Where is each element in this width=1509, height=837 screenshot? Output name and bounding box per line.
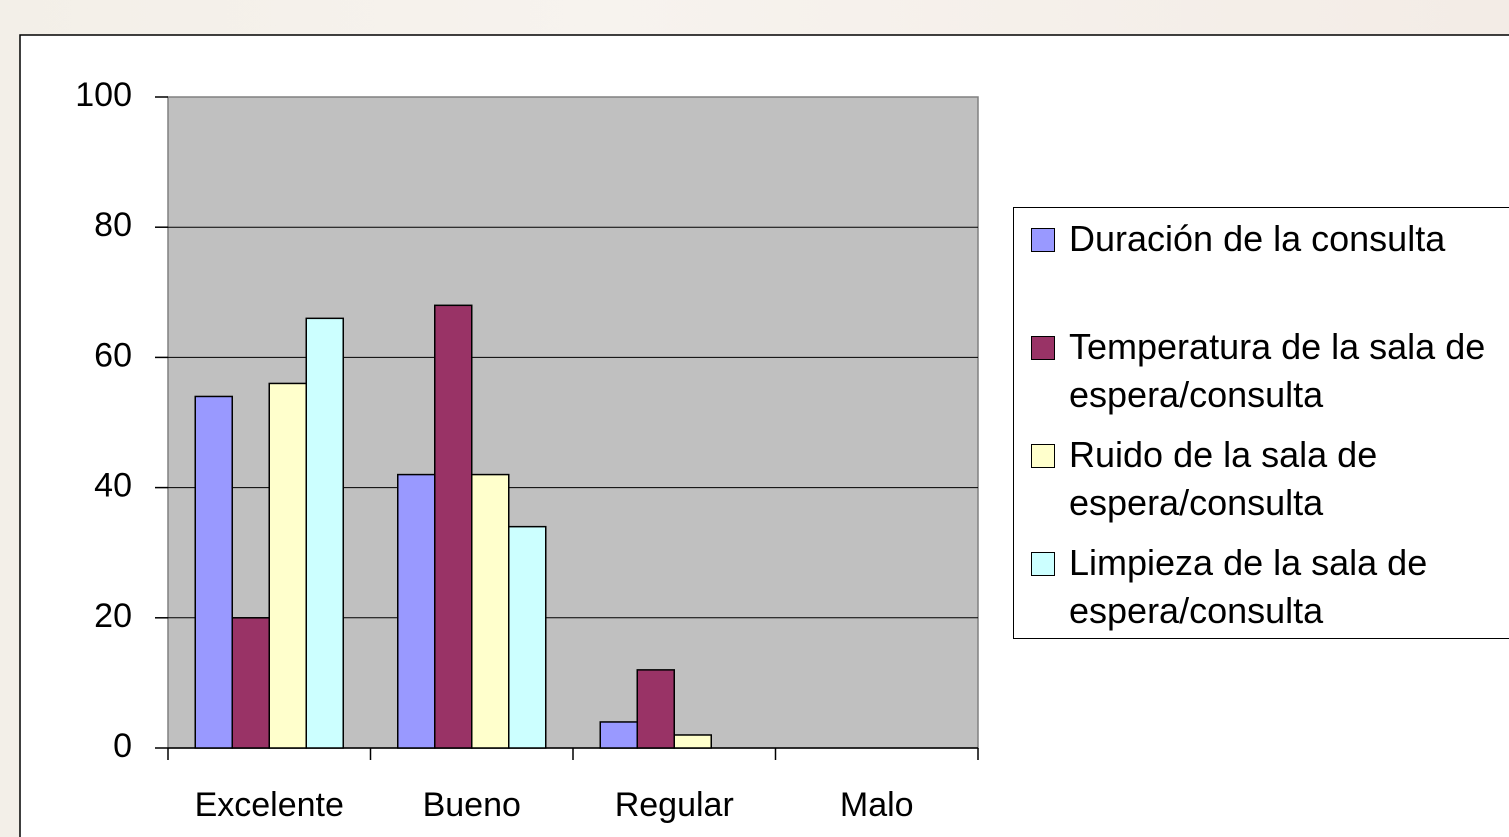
y-tick-label: 20 (94, 597, 132, 635)
x-tick-label: Regular (615, 786, 734, 824)
legend-entry: Ruido de la sala de espera/consulta (1014, 424, 1509, 532)
bar (471, 473, 510, 749)
bar (673, 734, 712, 749)
bar (194, 395, 233, 749)
y-tick-label: 100 (75, 76, 132, 114)
legend-entry: Temperatura de la sala de espera/consult… (1014, 316, 1509, 424)
bar (636, 669, 675, 749)
legend-swatch (1031, 444, 1055, 468)
legend-swatch (1031, 552, 1055, 576)
legend-entry: Duración de la consulta (1014, 208, 1509, 316)
y-tick-label: 80 (94, 206, 132, 244)
legend-label: Ruido de la sala de espera/consulta (1069, 434, 1378, 523)
y-tick-label: 0 (113, 727, 132, 765)
bar (268, 382, 307, 749)
legend-swatch (1031, 228, 1055, 252)
legend-label: Duración de la consulta (1069, 218, 1446, 259)
bar (305, 317, 344, 749)
legend-entry: Limpieza de la sala de espera/consulta (1014, 532, 1509, 640)
legend-label: Limpieza de la sala de espera/consulta (1069, 542, 1428, 631)
legend-swatch (1031, 336, 1055, 360)
bar (599, 721, 638, 749)
y-tick-label: 40 (94, 467, 132, 505)
legend-label: Temperatura de la sala de espera/consult… (1069, 326, 1486, 415)
legend: Duración de la consulta Temperatura de la… (1013, 207, 1509, 639)
bar (231, 617, 270, 749)
x-tick-label: Bueno (423, 786, 521, 824)
x-tick-label: Excelente (195, 786, 344, 824)
x-tick-label: Malo (840, 786, 914, 824)
bar (508, 525, 547, 749)
bar (397, 473, 436, 749)
y-tick-label: 60 (94, 336, 132, 374)
bar (434, 304, 473, 749)
